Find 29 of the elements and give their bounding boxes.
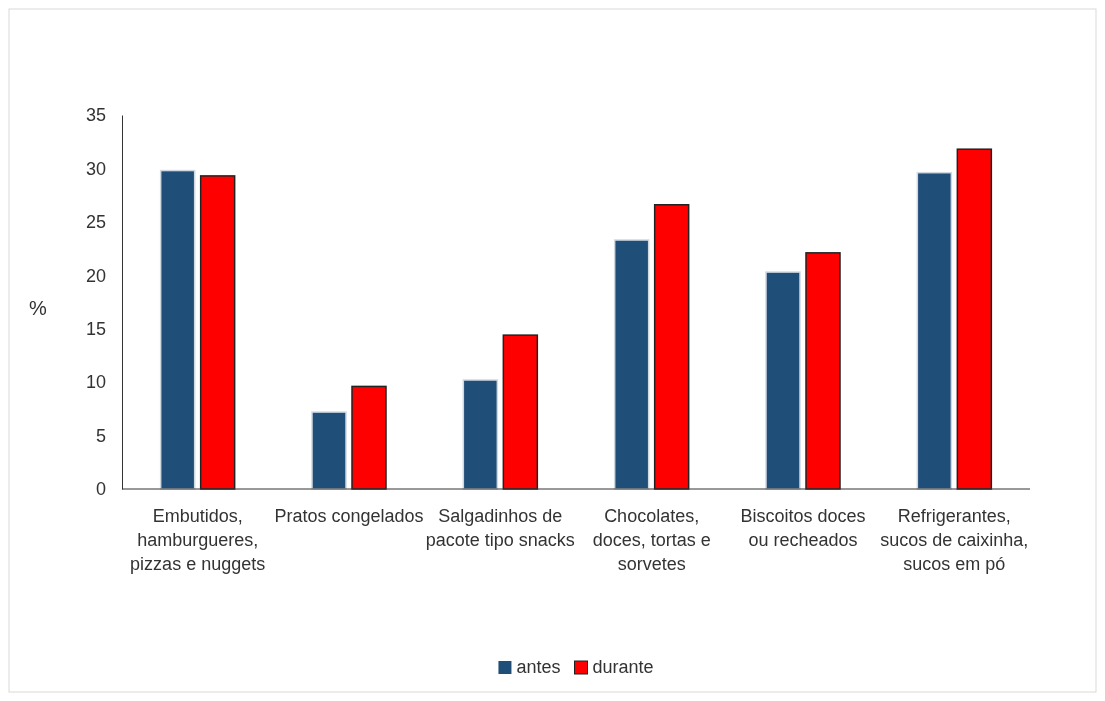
- y-tick-label: 0: [95, 479, 106, 500]
- bar: [159, 169, 196, 490]
- y-tick-label: 25: [85, 212, 106, 233]
- x-tick-label: Chocolates, doces, tortas e sorvetes: [592, 506, 711, 574]
- y-tick-label: 5: [95, 425, 106, 446]
- bar: [199, 175, 236, 490]
- bar: [502, 334, 539, 490]
- bar: [956, 148, 993, 490]
- legend-label: durante: [592, 657, 654, 677]
- bar: [351, 385, 387, 490]
- y-tick-label: 20: [85, 265, 106, 286]
- x-tick-label: Salgadinhos de pacote tipo snacks: [425, 506, 575, 550]
- bar: [765, 271, 801, 490]
- x-tick-label: Refrigerantes, sucos de caixinha, sucos em pó: [880, 506, 1029, 574]
- y-tick-label: 35: [85, 105, 106, 126]
- bar: [462, 379, 499, 490]
- x-tick-label: Pratos congelados: [274, 506, 424, 526]
- bar: [916, 171, 953, 490]
- y-axis-title: %: [29, 297, 48, 319]
- bar: [613, 239, 650, 490]
- y-tick-label: 10: [85, 372, 106, 393]
- bar: [653, 204, 690, 490]
- x-tick-label: Embutidos, hamburgueres, pizzas e nuggets: [130, 506, 266, 574]
- y-tick-label: 30: [85, 158, 106, 179]
- bar: [311, 411, 347, 490]
- x-tick-label: Biscoitos doces ou recheados: [740, 506, 866, 550]
- legend-label: antes: [516, 657, 561, 677]
- y-tick-label: 15: [85, 318, 106, 339]
- bar: [805, 252, 841, 490]
